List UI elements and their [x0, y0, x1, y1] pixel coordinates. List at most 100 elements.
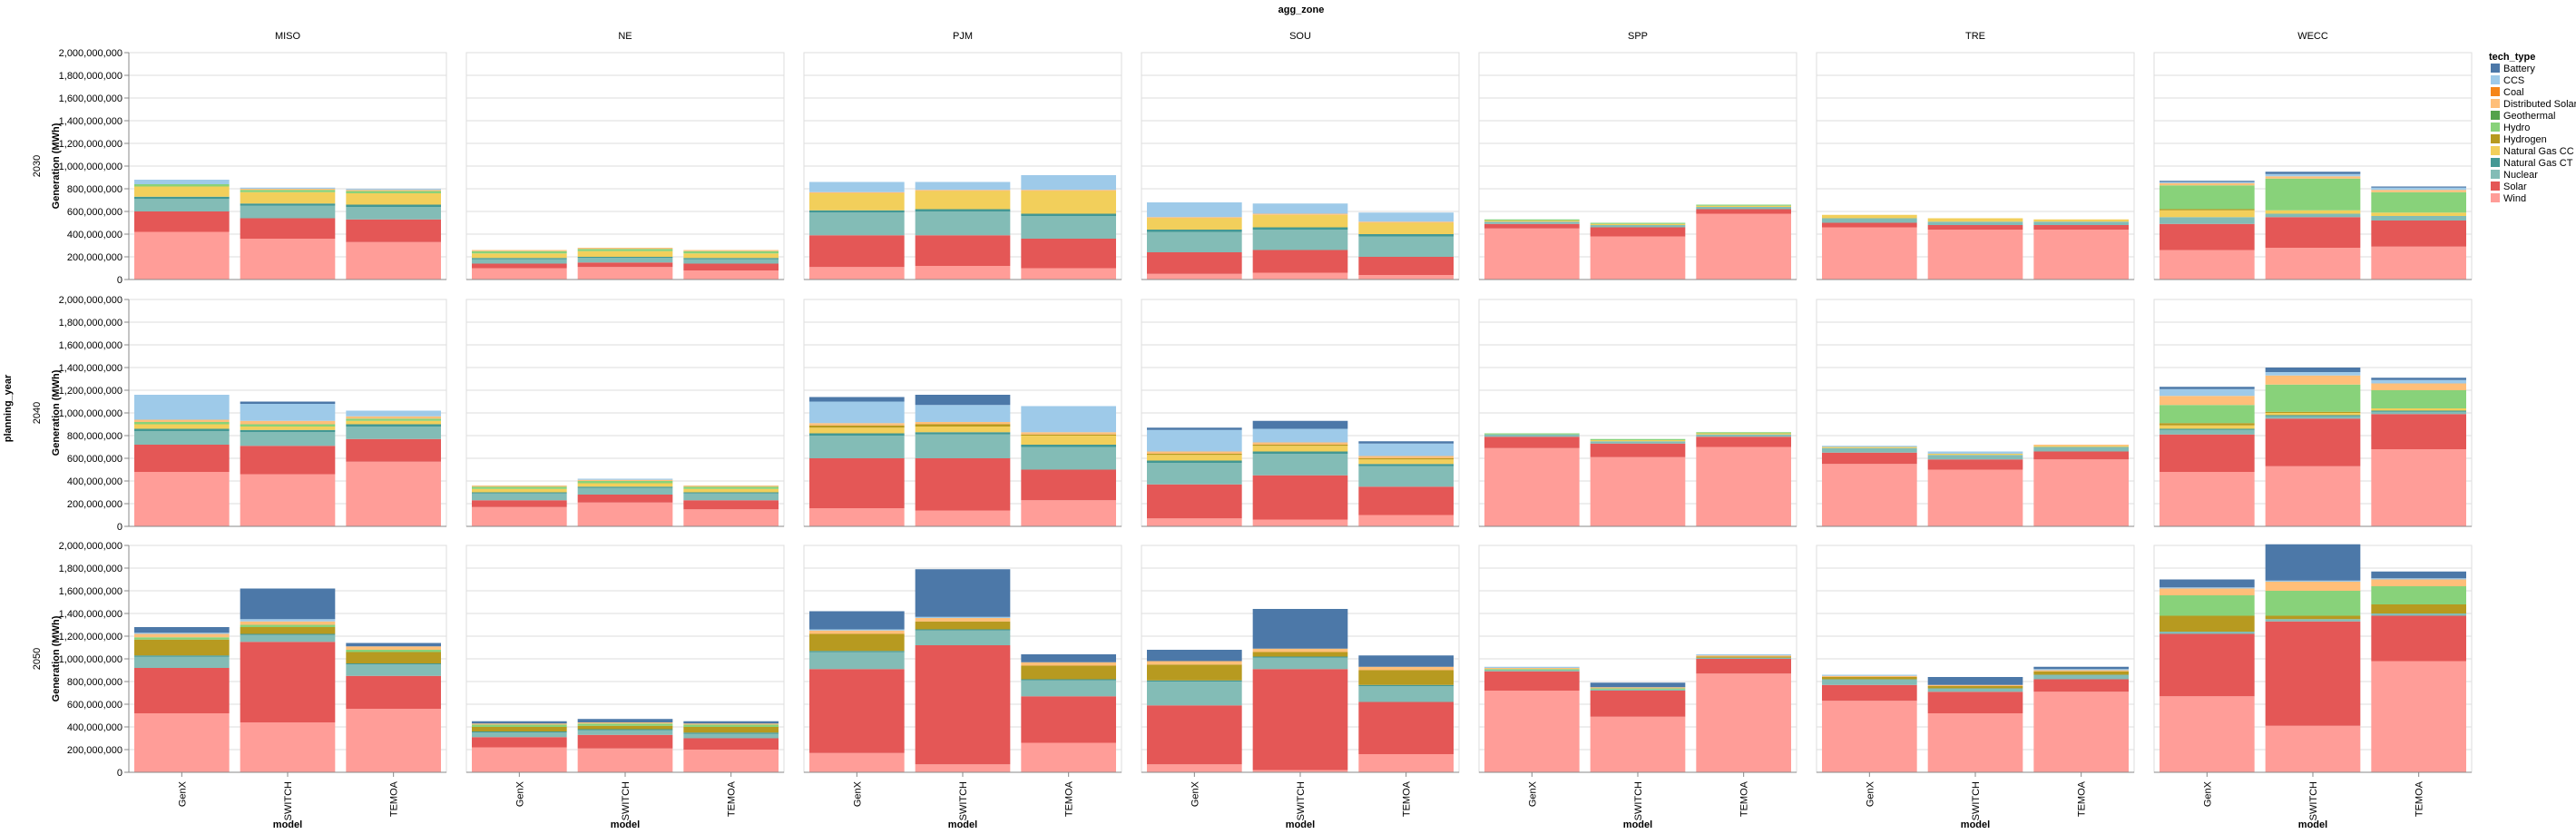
bar-segment	[1252, 669, 1348, 770]
bar-segment	[134, 668, 230, 713]
bar-segment	[577, 495, 673, 503]
bar-segment	[1358, 212, 1454, 222]
bar-segment	[1147, 454, 1242, 456]
bar-segment	[1147, 231, 1242, 252]
bar-segment	[2265, 178, 2361, 211]
bar-segment	[2033, 230, 2129, 280]
bar-segment	[2160, 387, 2255, 389]
y-tick-label: 800,000,000	[67, 431, 122, 442]
facet-panel	[2153, 299, 2473, 527]
bar-segment	[134, 639, 230, 656]
bar-segment	[2033, 670, 2129, 672]
bar-segment	[1358, 257, 1454, 275]
bar-segment	[1252, 420, 1348, 429]
bar-segment	[346, 189, 441, 191]
bar-segment	[1147, 682, 1242, 706]
bar-segment	[472, 732, 567, 738]
bar-segment	[1696, 446, 1791, 526]
bar-segment	[134, 199, 230, 211]
bar-segment	[2371, 604, 2466, 613]
bar-segment	[1590, 441, 1686, 444]
legend-item: Natural Gas CT	[2491, 158, 2573, 169]
bar-segment	[683, 750, 779, 772]
bar-segment	[1358, 486, 1454, 515]
bar-segment	[2371, 216, 2466, 221]
bar-segment	[915, 645, 1011, 765]
bar-segment	[1021, 446, 1116, 470]
bar-segment	[683, 500, 779, 510]
legend-item: Distributed Solar	[2491, 99, 2576, 110]
y-tick-label: 600,000,000	[67, 207, 122, 218]
bar-segment	[809, 193, 905, 211]
bar-segment	[1484, 219, 1580, 221]
bar-segment	[2371, 578, 2466, 580]
bar-segment	[1484, 221, 1580, 224]
bar-segment	[2265, 210, 2361, 214]
bar-segment	[1147, 252, 1242, 274]
bar-segment	[2160, 429, 2255, 435]
y-tick-label: 0	[117, 768, 122, 779]
y-tick-label: 1,600,000,000	[59, 93, 122, 104]
bar-segment	[2371, 414, 2466, 449]
bar-segment	[1927, 221, 2023, 225]
bar-segment	[915, 191, 1011, 210]
bar-segment	[809, 235, 905, 268]
bar-segment	[1822, 674, 1917, 676]
bar-segment	[1358, 684, 1454, 686]
bar-segment	[915, 190, 1011, 191]
legend-swatch	[2491, 146, 2500, 155]
bar-segment	[577, 723, 673, 726]
bar-segment	[346, 410, 441, 417]
x-tick-label: SWITCH	[1971, 781, 1982, 820]
bar-segment	[2265, 466, 2361, 526]
bar-segment	[346, 675, 441, 709]
bar-segment	[1021, 469, 1116, 501]
x-axis-title: model	[1286, 819, 1315, 830]
bar-segment	[1021, 742, 1116, 772]
bar-segment	[1358, 686, 1454, 702]
bar-segment	[1484, 691, 1580, 772]
bar-segment	[1358, 275, 1454, 280]
bar-segment	[2265, 176, 2361, 179]
bar-segment	[1021, 239, 1116, 269]
bar-segment	[809, 267, 905, 280]
bar-segment	[2160, 633, 2255, 697]
legend-label: Wind	[2503, 193, 2526, 204]
facet-panel: GenX SWITCH TEMOA model	[1478, 545, 1797, 830]
bar-segment	[472, 721, 567, 724]
bar-segment	[1484, 434, 1580, 437]
bar-segment	[346, 191, 441, 193]
bar-segment	[240, 642, 336, 722]
y-tick-label: 600,000,000	[67, 454, 122, 465]
bar-segment	[134, 637, 230, 640]
bar-segment	[2033, 674, 2129, 680]
bar-segment	[577, 719, 673, 722]
bar-segment	[1822, 218, 1917, 223]
bar-segment	[2160, 405, 2255, 424]
bar-segment	[1484, 447, 1580, 526]
bar-segment	[1590, 438, 1686, 440]
bar-segment	[683, 486, 779, 489]
bar-segment	[1822, 701, 1917, 772]
bar-segment	[1147, 680, 1242, 682]
bar-segment	[577, 478, 673, 480]
facet-panel: PJM	[803, 31, 1122, 280]
bar-segment	[577, 479, 673, 481]
bar-segment	[915, 182, 1011, 191]
bar-segment	[2371, 615, 2466, 662]
bar-segment	[346, 438, 441, 462]
bar-segment	[240, 404, 336, 421]
bar-segment	[472, 250, 567, 251]
bar-segment	[1252, 454, 1348, 476]
facet-panel	[1141, 299, 1460, 527]
bar-segment	[346, 652, 441, 663]
bar-segment	[1927, 454, 2023, 456]
bar-segment	[2265, 615, 2361, 620]
bar-segment	[1590, 716, 1686, 772]
bar-segment	[2033, 219, 2129, 222]
bar-segment	[577, 502, 673, 526]
bar-segment	[240, 218, 336, 239]
y-tick-label: 800,000,000	[67, 184, 122, 195]
bar-segment	[915, 211, 1011, 236]
legend-item: CCS	[2491, 75, 2524, 86]
